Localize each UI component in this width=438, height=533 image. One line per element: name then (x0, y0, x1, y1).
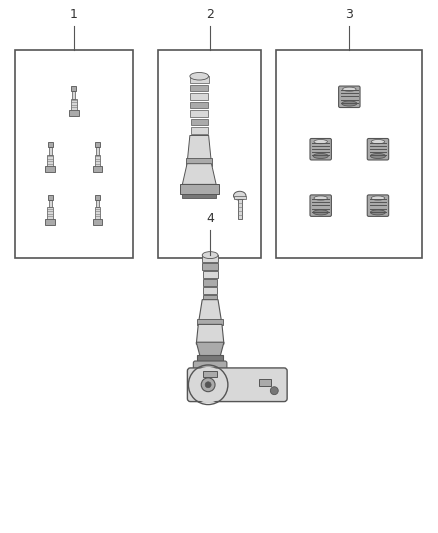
Bar (182, 194, 216, 198)
Bar (46, 219, 55, 225)
Text: 2: 2 (206, 7, 214, 21)
Ellipse shape (313, 210, 328, 215)
Bar (71, 99, 77, 110)
Bar (191, 118, 208, 125)
Bar (180, 184, 219, 194)
Bar (96, 199, 99, 207)
Bar (49, 199, 52, 207)
Bar (95, 155, 100, 166)
Bar (197, 355, 223, 363)
Circle shape (270, 387, 278, 394)
Text: 3: 3 (346, 7, 353, 21)
Polygon shape (182, 164, 216, 184)
FancyBboxPatch shape (367, 139, 389, 160)
Circle shape (201, 378, 215, 392)
Bar (158, 50, 261, 258)
Text: 4: 4 (206, 213, 214, 225)
FancyBboxPatch shape (187, 368, 287, 401)
FancyBboxPatch shape (310, 195, 332, 216)
Bar (197, 319, 223, 325)
Bar (47, 155, 53, 166)
Ellipse shape (314, 196, 328, 200)
FancyBboxPatch shape (193, 361, 227, 375)
Bar (202, 255, 218, 262)
Ellipse shape (343, 87, 356, 91)
Bar (190, 93, 208, 100)
Polygon shape (196, 342, 224, 357)
Bar (186, 158, 212, 166)
Ellipse shape (342, 101, 357, 106)
Bar (14, 50, 133, 258)
Polygon shape (196, 325, 224, 344)
Bar (95, 207, 100, 219)
Bar (203, 271, 218, 278)
Bar (46, 166, 55, 172)
Bar (93, 166, 102, 172)
Bar (95, 142, 100, 147)
Bar (233, 196, 246, 199)
Bar (47, 207, 53, 219)
Bar (203, 287, 217, 294)
Ellipse shape (313, 154, 328, 158)
Bar (48, 142, 53, 147)
Ellipse shape (202, 252, 218, 259)
Bar (238, 199, 241, 219)
Ellipse shape (371, 196, 385, 200)
Ellipse shape (314, 140, 328, 144)
Bar (72, 91, 75, 99)
Bar (191, 110, 208, 117)
Ellipse shape (190, 72, 208, 80)
Bar (203, 279, 217, 286)
Ellipse shape (371, 140, 385, 144)
Ellipse shape (371, 210, 385, 215)
Bar (203, 371, 217, 377)
Bar (202, 263, 218, 270)
Bar (191, 127, 208, 134)
Bar (95, 195, 100, 199)
FancyBboxPatch shape (367, 195, 389, 216)
Bar (93, 219, 102, 225)
Polygon shape (198, 300, 222, 325)
Bar (96, 147, 99, 155)
Polygon shape (187, 135, 212, 164)
Bar (259, 379, 271, 386)
Circle shape (205, 382, 211, 387)
FancyBboxPatch shape (339, 86, 360, 108)
Bar (203, 295, 217, 302)
Bar (49, 147, 52, 155)
Bar (190, 85, 208, 91)
FancyBboxPatch shape (310, 139, 332, 160)
Ellipse shape (233, 191, 246, 200)
Bar (190, 102, 208, 108)
Bar (190, 76, 208, 83)
Bar (48, 195, 53, 199)
Bar (276, 50, 422, 258)
Circle shape (191, 367, 226, 402)
Bar (69, 110, 78, 116)
Bar (71, 86, 76, 91)
Ellipse shape (371, 154, 385, 158)
Text: 1: 1 (70, 7, 78, 21)
